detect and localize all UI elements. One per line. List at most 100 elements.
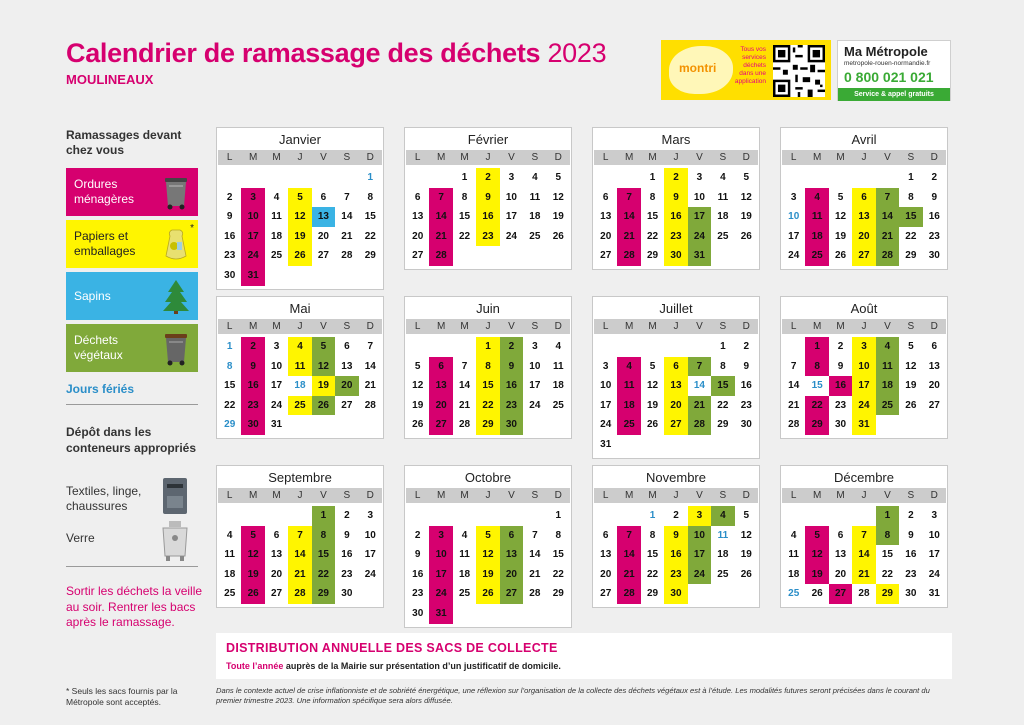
day-cell: 12 [288,207,312,227]
weekday-label: J [861,152,867,163]
empty-cell [241,168,264,188]
day-cell: 9 [226,211,233,223]
month-mai: Mai L M M J V S D 1 2 3 4 5 6 7 8 9 10 11 12 13 14 15 16 17 18 19 2… [216,296,384,439]
day-cell: 18 [529,211,541,223]
day-cell: 6 [344,341,350,352]
day-cell: 8 [476,356,500,377]
day-cell: 21 [288,564,312,585]
montri-logo: montri [679,61,717,75]
day-cell: 21 [459,399,471,411]
weekday-label: J [673,152,679,163]
day-cell: 7 [461,360,468,372]
weekday-label: J [297,152,303,163]
day-cell: 17 [241,226,265,247]
weekday-label: M [648,490,657,501]
weekday-label: D [930,321,938,332]
trash-bin-icon [162,174,190,210]
day-cell: 13 [852,207,876,227]
day-cell: 2 [241,337,265,357]
day-cell: 20 [412,230,424,242]
day-cell: 16 [905,549,917,561]
divider [66,566,198,567]
day-cell: 7 [617,525,641,546]
legend-label: Sapins [74,288,111,303]
day-cell: 20 [335,376,359,396]
day-cell: 13 [600,549,612,561]
day-cell: 10 [505,191,517,203]
day-cell: 31 [600,438,612,450]
day-cell: 20 [852,226,876,247]
empty-cell [617,506,640,526]
day-cell: 26 [740,568,752,580]
day-cell: 9 [931,191,938,203]
day-cell: 20 [664,395,688,416]
month-name: Avril [851,132,877,147]
empty-cell [782,337,805,357]
weekday-label: S [343,321,351,332]
day-cell: 12 [412,380,424,392]
day-grid: 1 2 3 4 5 6 7 8 9 10 11 12 13 14 15 16 17 18 19 20 21 22 23 24 2… [782,168,946,266]
empty-cell [688,584,711,604]
day-cell: 26 [476,584,500,604]
day-cell: 26 [740,230,752,242]
day-cell: 2 [837,341,844,352]
month-name: Septembre [268,470,332,485]
day-cell: 3 [508,172,515,183]
qr-code-icon[interactable] [773,45,825,97]
empty-cell [335,415,358,435]
day-cell: 23 [835,399,847,411]
empty-cell [265,266,288,286]
day-cell: 7 [288,525,312,546]
month-juin: Juin L M M J V S D 1 2 3 4 5 6 7 8 9 10 11 12 13 14 15 16 17 18 19… [404,296,572,439]
day-cell: 10 [364,529,376,541]
day-cell: 5 [908,341,914,352]
day-cell: 15 [224,380,236,392]
day-cell: 29 [805,415,829,435]
day-cell: 21 [617,564,641,585]
day-cell: 13 [600,211,612,223]
empty-cell [241,506,264,526]
month-novembre: Novembre L M M J V S D 1 2 3 4 5 6 7 8 9 10 11 12 13 14 15 16 17… [592,465,760,608]
empty-cell [829,168,852,188]
day-cell: 29 [552,588,564,600]
month-avril: Avril L M M J V S D 1 2 3 4 5 6 7 8 9 10 11 12 13 14 15 16 17 18 1… [780,127,948,270]
metropole-url[interactable]: metropole-rouen-normandie.fr [844,60,931,67]
day-cell: 19 [241,564,265,585]
day-cell: 19 [311,376,336,396]
footnote: * Seuls les sacs fournis par la Métropol… [66,686,178,707]
day-cell: 26 [412,419,424,431]
weekday-label: S [343,152,351,163]
day-cell: 7 [687,356,712,377]
day-cell: 5 [649,360,656,372]
day-cell: 3 [241,187,265,208]
day-cell: 15 [811,380,823,392]
empty-cell [735,584,758,604]
day-cell: 27 [600,588,612,600]
day-cell: 4 [617,356,641,377]
day-cell: 2 [743,341,750,352]
legend-label: Ordures ménagères [74,177,135,206]
empty-cell [735,435,758,455]
day-cell: 2 [664,168,688,188]
day-cell: 23 [928,230,940,242]
montri-banner[interactable]: montri Tous vos services déchets dans un… [661,40,831,100]
metropole-phone[interactable]: 0 800 021 021 [844,69,934,85]
weekday-label: S [531,152,539,163]
weekday-label: L [226,152,233,163]
day-cell: 3 [790,191,797,203]
day-cell: 24 [687,226,712,247]
day-cell: 4 [461,529,468,541]
day-cell: 29 [647,250,659,262]
day-cell: 15 [459,211,471,223]
weekday-label: D [554,490,562,501]
weekday-label: S [719,490,727,501]
day-cell: 31 [429,603,453,624]
weekday-label: J [485,152,491,163]
weekday-label: L [790,321,797,332]
weekday-label: J [861,490,867,501]
day-cell: 30 [224,269,236,281]
day-cell: 28 [459,419,471,431]
day-cell: 13 [429,376,453,396]
